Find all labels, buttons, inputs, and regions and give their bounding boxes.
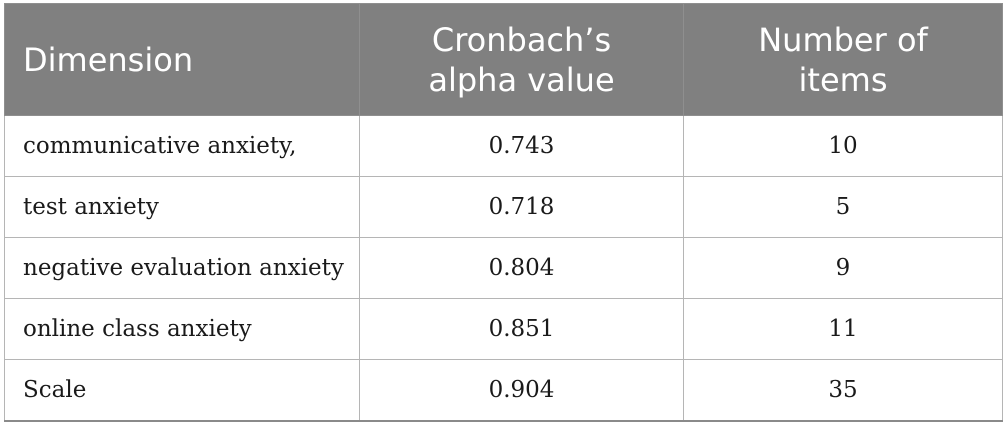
- cell-items: 9: [683, 237, 1003, 299]
- table-row: negative evaluation anxiety 0.804 9: [4, 237, 1003, 299]
- cell-alpha: 0.904: [359, 359, 684, 422]
- cell-alpha: 0.804: [359, 237, 684, 299]
- table-body: communicative anxiety, 0.743 10 test anx…: [4, 115, 1003, 422]
- cell-items: 35: [683, 359, 1003, 422]
- cell-items: 5: [683, 176, 1003, 238]
- cell-dimension: communicative anxiety,: [4, 115, 360, 177]
- cell-items: 11: [683, 298, 1003, 360]
- header-items-line-1: Number of: [758, 20, 928, 59]
- cell-dimension: Scale: [4, 359, 360, 422]
- cell-dimension: negative evaluation anxiety: [4, 237, 360, 299]
- table-row: online class anxiety 0.851 11: [4, 298, 1003, 360]
- header-alpha-line-2: alpha value: [428, 60, 615, 99]
- cell-dimension: online class anxiety: [4, 298, 360, 360]
- header-dimension: Dimension: [4, 3, 360, 116]
- cell-dimension: test anxiety: [4, 176, 360, 238]
- cell-alpha: 0.851: [359, 298, 684, 360]
- cell-alpha: 0.718: [359, 176, 684, 238]
- cell-items: 10: [683, 115, 1003, 177]
- reliability-table-container: Dimension Cronbach’s alpha value Number …: [4, 3, 1003, 422]
- header-cronbach-alpha: Cronbach’s alpha value: [359, 3, 684, 116]
- table-row: test anxiety 0.718 5: [4, 176, 1003, 238]
- header-alpha-line-1: Cronbach’s: [431, 20, 612, 59]
- header-items-line-2: items: [798, 60, 888, 99]
- table-row: communicative anxiety, 0.743 10: [4, 115, 1003, 177]
- cell-alpha: 0.743: [359, 115, 684, 177]
- header-number-of-items: Number of items: [683, 3, 1003, 116]
- header-dimension-line-1: Dimension: [23, 40, 194, 79]
- table-row: Scale 0.904 35: [4, 359, 1003, 422]
- header-row: Dimension Cronbach’s alpha value Number …: [4, 3, 1003, 116]
- table-header: Dimension Cronbach’s alpha value Number …: [4, 3, 1003, 116]
- reliability-table: Dimension Cronbach’s alpha value Number …: [4, 3, 1003, 422]
